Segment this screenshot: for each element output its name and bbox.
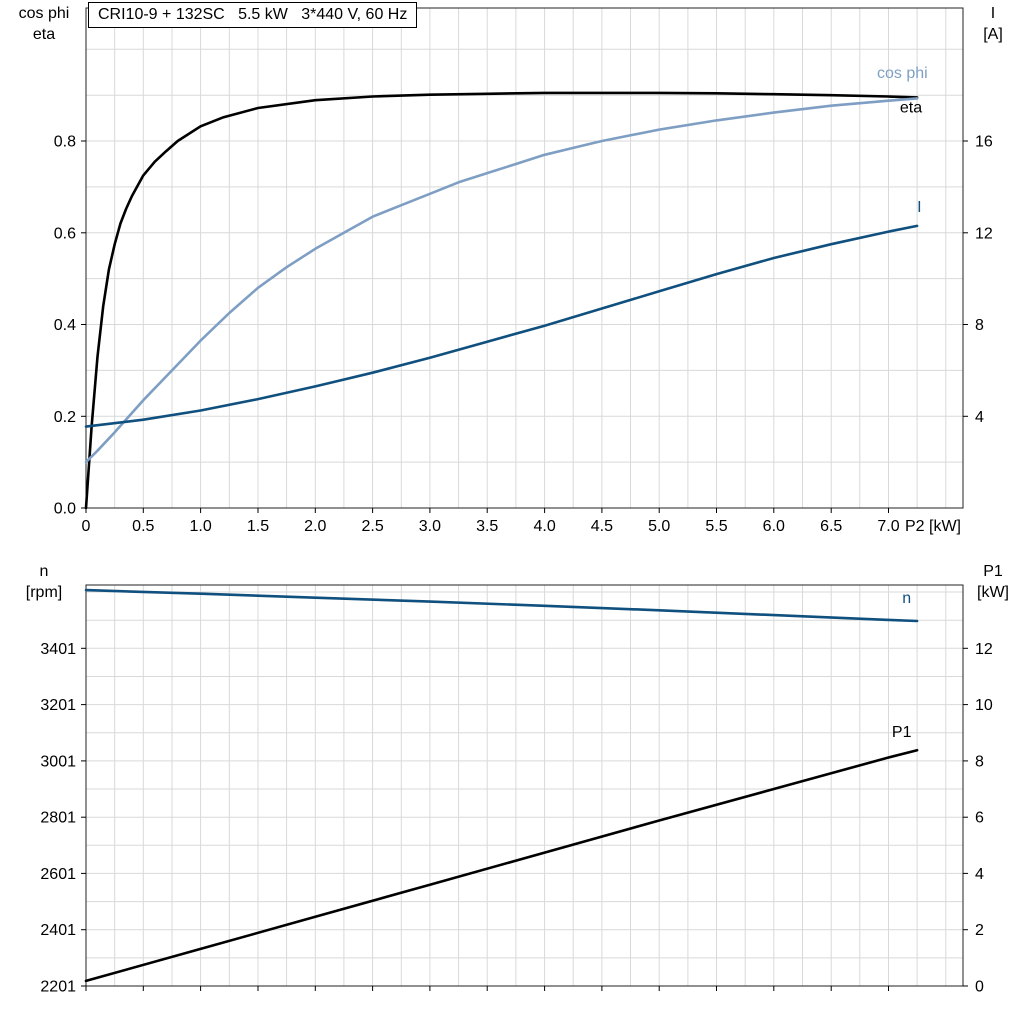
y-right-tick-label: 8 [975, 317, 984, 334]
y-left-tick-label: 3001 [40, 753, 76, 770]
y-right-tick-label: 2 [975, 922, 984, 939]
x-tick-label: 3.0 [419, 518, 441, 535]
n-curve [84, 588, 919, 623]
top-right-axis-label: I [A] [966, 3, 1020, 45]
plot-frame [85, 584, 964, 987]
axis-label-current-unit: [A] [983, 26, 1003, 43]
y-right-tick-label: 4 [975, 409, 984, 426]
x-tick-label: 6.5 [820, 518, 842, 535]
x-axis-title: P2 [kW] [905, 518, 961, 535]
x-tick-label: 0.5 [132, 518, 154, 535]
axis-label-current: I [990, 5, 996, 22]
axis-label-p1-unit: [kW] [977, 584, 1009, 601]
n-curve-label: n [902, 590, 911, 607]
x-tick-label: 0 [82, 518, 91, 535]
y-left-tick-label: 2201 [40, 979, 76, 996]
y-left-tick-label: 3201 [40, 697, 76, 714]
y-left-tick-label: 2601 [40, 866, 76, 883]
y-left-tick-label: 2401 [40, 922, 76, 939]
y-right-tick-label: 12 [975, 641, 993, 658]
x-tick-label: 4.5 [591, 518, 613, 535]
P1-curve-label: P1 [892, 724, 912, 741]
cos-phi-curve-label: cos phi [877, 65, 928, 82]
y-right-tick-label: 12 [975, 225, 993, 242]
y-left-tick-label: 0.0 [54, 501, 76, 518]
top-left-axis-label: cos phi eta [6, 3, 82, 45]
plot-frame [85, 7, 964, 509]
x-tick-label: 4.0 [533, 518, 555, 535]
cos-phi-curve [84, 97, 919, 464]
bottom-left-axis-label: n [rpm] [6, 561, 82, 603]
axis-label-speed: n [39, 563, 49, 580]
x-tick-label: 2.5 [361, 518, 383, 535]
y-left-tick-label: 2801 [40, 810, 76, 827]
x-tick-label: 3.5 [476, 518, 498, 535]
x-tick-label: 5.0 [648, 518, 670, 535]
I-curve [84, 224, 919, 428]
y-left-tick-label: 0.8 [54, 134, 76, 151]
I-curve-label: I [917, 199, 921, 216]
x-tick-label: 1.5 [247, 518, 269, 535]
y-left-tick-label: 0.6 [54, 225, 76, 242]
x-tick-label: 1.0 [189, 518, 211, 535]
y-left-tick-label: 3401 [40, 641, 76, 658]
y-left-tick-label: 0.4 [54, 317, 76, 334]
axis-label-p1: P1 [983, 563, 1003, 580]
y-right-tick-label: 4 [975, 866, 984, 883]
eta-curve [84, 91, 919, 510]
x-tick-label: 2.0 [304, 518, 326, 535]
y-right-tick-label: 6 [975, 810, 984, 827]
x-tick-label: 6.0 [763, 518, 785, 535]
y-right-tick-label: 16 [975, 134, 993, 151]
axis-label-speed-unit: [rpm] [25, 584, 63, 601]
bottom-right-axis-label: P1 [kW] [966, 561, 1020, 603]
x-tick-label: 7.0 [877, 518, 899, 535]
P1-curve [84, 748, 919, 983]
axis-label-cosphi: cos phi [18, 5, 70, 22]
x-tick-label: 5.5 [705, 518, 727, 535]
y-right-tick-label: 10 [975, 697, 993, 714]
eta-curve-label: eta [900, 100, 922, 117]
y-right-tick-label: 0 [975, 979, 984, 996]
chart-title-box: CRI10-9 + 132SC 5.5 kW 3*440 V, 60 Hz [88, 2, 418, 28]
axis-label-eta: eta [32, 26, 56, 43]
y-left-tick-label: 0.2 [54, 409, 76, 426]
y-right-tick-label: 8 [975, 753, 984, 770]
